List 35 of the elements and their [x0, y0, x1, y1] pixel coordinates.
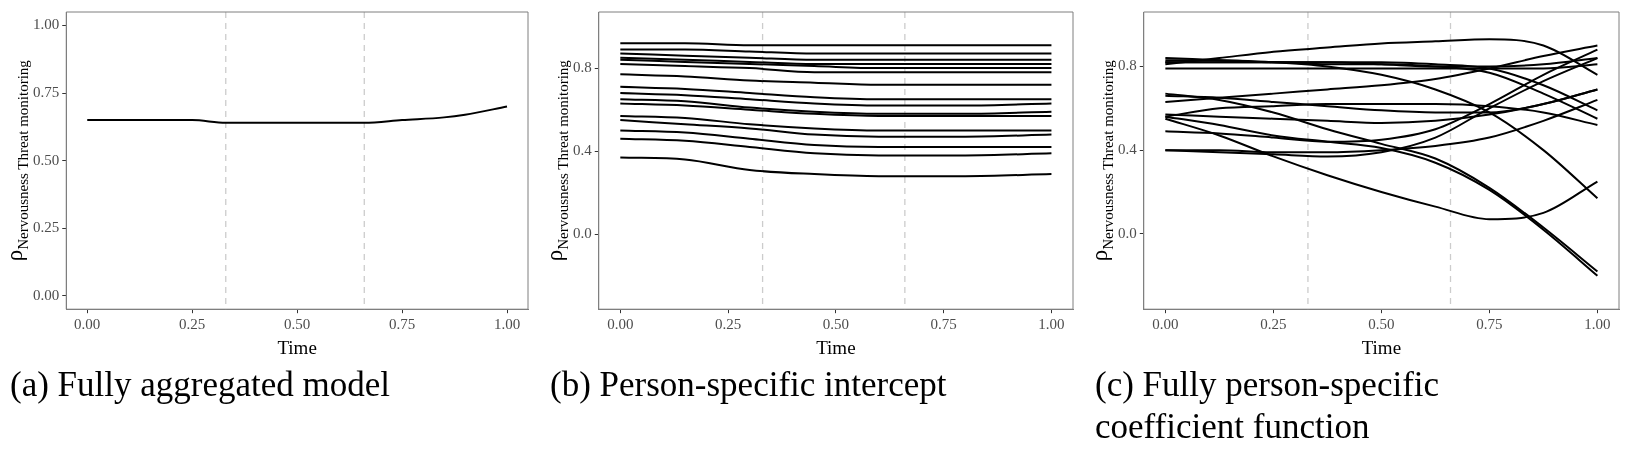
y-tick-label: 0.0 [573, 225, 592, 242]
y-tick-label: 0.4 [1118, 141, 1138, 158]
x-tick-label: 0.75 [930, 316, 957, 333]
y-tick-label: 1.00 [33, 16, 60, 33]
x-tick-label: 0.50 [822, 316, 849, 333]
text: (b) Person-specific intercept [549, 364, 948, 406]
x-tick-label: 1.00 [493, 316, 521, 333]
y-tick-label: 0.00 [33, 286, 60, 303]
y-tick-label: 0.0 [1118, 224, 1137, 241]
x-tick-label: 0.00 [74, 316, 101, 333]
x-tick-label: 0.50 [284, 316, 311, 333]
y-tick-label: 0.50 [33, 151, 60, 168]
text: (a) Fully aggregated model [9, 364, 391, 406]
x-tick-label: 0.00 [607, 316, 634, 333]
x-tick-label: 0.00 [1152, 316, 1179, 333]
x-tick-label: 0.75 [388, 316, 416, 333]
x-tick-label: 0.25 [179, 316, 206, 333]
text: (c) Fully person-specific coefficient function [1094, 364, 1441, 448]
y-axis-title: ρNervousness Threat monitoring [542, 59, 571, 262]
x-axis-title: Time [816, 336, 856, 358]
x-axis-title: Time [1361, 336, 1402, 358]
x-tick-label: 0.25 [1260, 316, 1287, 333]
y-tick-label: 0.8 [1118, 57, 1137, 74]
y-axis-title: ρNervousness Threat monitoring [1087, 59, 1116, 262]
x-tick-label: 0.50 [1368, 316, 1395, 333]
x-tick-label: 1.00 [1038, 316, 1065, 333]
x-tick-label: 0.75 [1476, 316, 1503, 333]
y-tick-label: 0.8 [573, 59, 592, 76]
y-tick-label: 0.4 [573, 142, 593, 159]
x-axis-title: Time [277, 336, 317, 358]
y-tick-label: 0.75 [33, 83, 60, 100]
x-tick-label: 0.25 [714, 316, 742, 333]
y-axis-title: ρNervousness Threat monitoring [2, 59, 31, 262]
y-tick-label: 0.25 [33, 219, 60, 236]
x-tick-label: 1.00 [1584, 316, 1611, 333]
